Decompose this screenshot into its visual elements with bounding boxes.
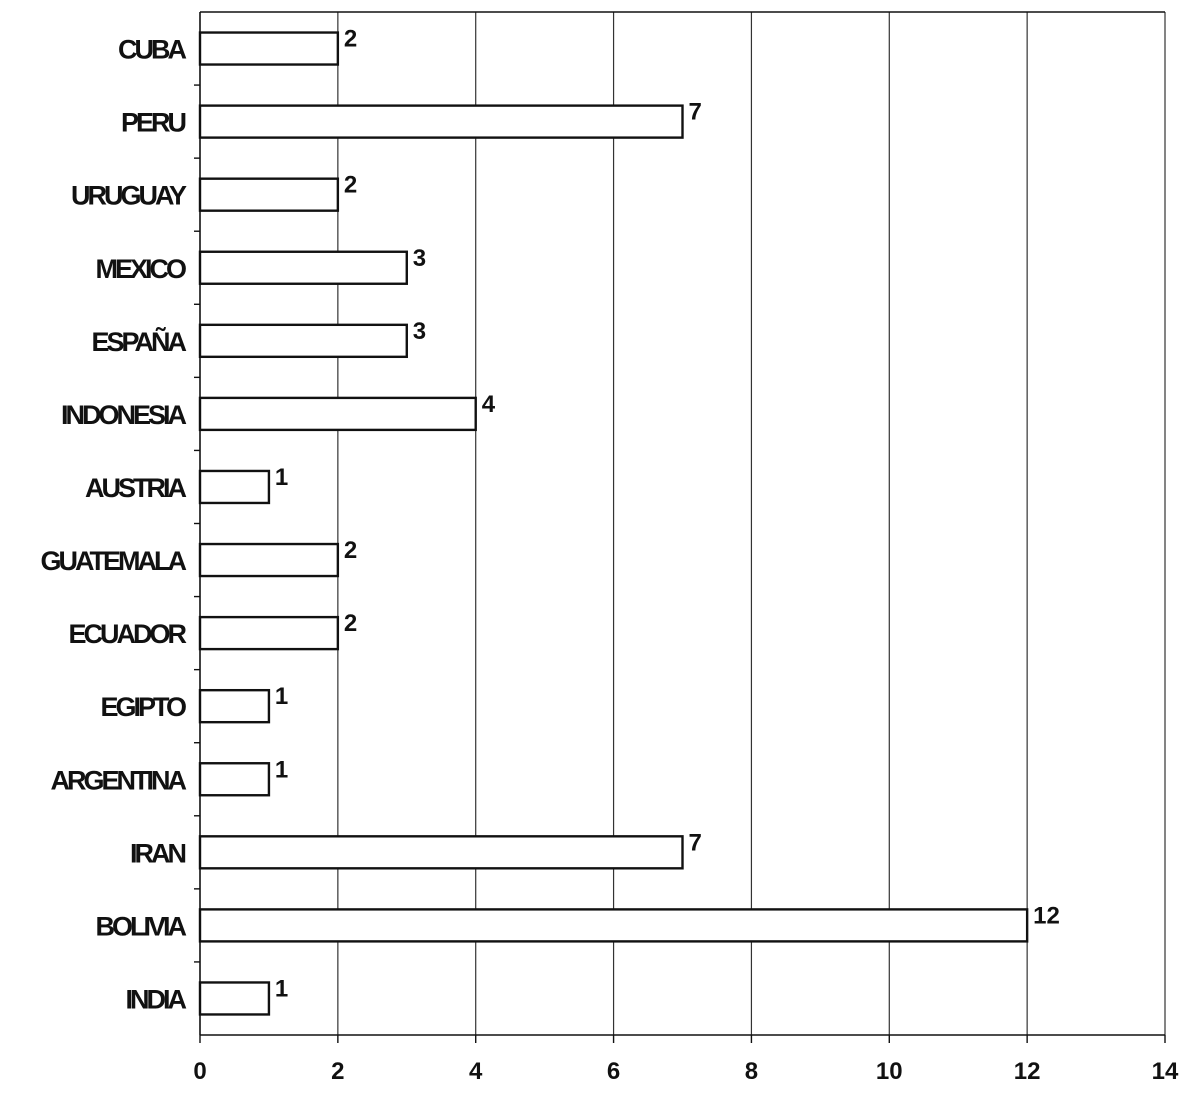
category-label: ESPAÑA bbox=[91, 326, 186, 357]
data-label: 12 bbox=[1033, 902, 1060, 929]
category-label: ARGENTINA bbox=[51, 765, 187, 795]
bar-uruguay bbox=[198, 177, 340, 212]
bar-españa bbox=[198, 323, 408, 359]
category-label: GUATEMALA bbox=[41, 546, 187, 576]
bar-indonesia bbox=[198, 396, 477, 432]
x-tick-label: 0 bbox=[193, 1058, 206, 1085]
category-label: BOLIVIA bbox=[95, 911, 186, 941]
data-label: 1 bbox=[275, 464, 288, 491]
x-tick-label: 8 bbox=[745, 1058, 758, 1085]
data-label: 2 bbox=[344, 26, 357, 53]
category-label: MEXICO bbox=[95, 254, 186, 284]
category-label: AUSTRIA bbox=[85, 473, 186, 503]
data-label: 7 bbox=[689, 99, 702, 126]
axes bbox=[194, 11, 1166, 1043]
bar-austria bbox=[198, 469, 271, 505]
x-tick-label: 6 bbox=[607, 1058, 620, 1085]
x-tick-label: 2 bbox=[331, 1058, 344, 1085]
x-tick-label: 10 bbox=[876, 1058, 903, 1085]
bar-ecuador bbox=[198, 615, 340, 651]
x-tick-label: 12 bbox=[1014, 1058, 1041, 1085]
bar-peru bbox=[198, 104, 684, 139]
category-label: EGIPTO bbox=[100, 692, 186, 722]
data-label: 3 bbox=[413, 318, 426, 345]
bar-bolivia bbox=[198, 908, 1029, 943]
data-label: 3 bbox=[413, 245, 426, 272]
bar-argentina bbox=[198, 762, 271, 797]
data-label: 2 bbox=[344, 537, 357, 564]
bar-india bbox=[198, 981, 271, 1016]
data-label: 4 bbox=[482, 391, 496, 418]
x-tick-label: 4 bbox=[469, 1058, 483, 1085]
data-label: 1 bbox=[275, 683, 288, 710]
bar-iran bbox=[198, 835, 684, 870]
category-label: IRAN bbox=[130, 838, 185, 868]
bar-cuba bbox=[198, 31, 340, 66]
category-label: ECUADOR bbox=[68, 619, 186, 649]
category-label: INDONESIA bbox=[61, 400, 187, 430]
category-label: CUBA bbox=[118, 35, 186, 65]
data-label: 7 bbox=[689, 829, 702, 856]
x-tick-label: 14 bbox=[1152, 1058, 1179, 1085]
data-label: 1 bbox=[275, 975, 288, 1002]
category-label: URUGUAY bbox=[71, 181, 187, 211]
data-label: 2 bbox=[344, 172, 357, 199]
data-label: 1 bbox=[275, 756, 288, 783]
bar-mexico bbox=[198, 250, 408, 285]
bar-guatemala bbox=[198, 542, 340, 578]
grid-lines bbox=[337, 12, 1166, 1035]
bars bbox=[198, 31, 1029, 1016]
category-label: INDIA bbox=[126, 984, 187, 1014]
category-label: PERU bbox=[121, 108, 186, 138]
data-label: 2 bbox=[344, 610, 357, 637]
bar-egipto bbox=[198, 688, 271, 724]
